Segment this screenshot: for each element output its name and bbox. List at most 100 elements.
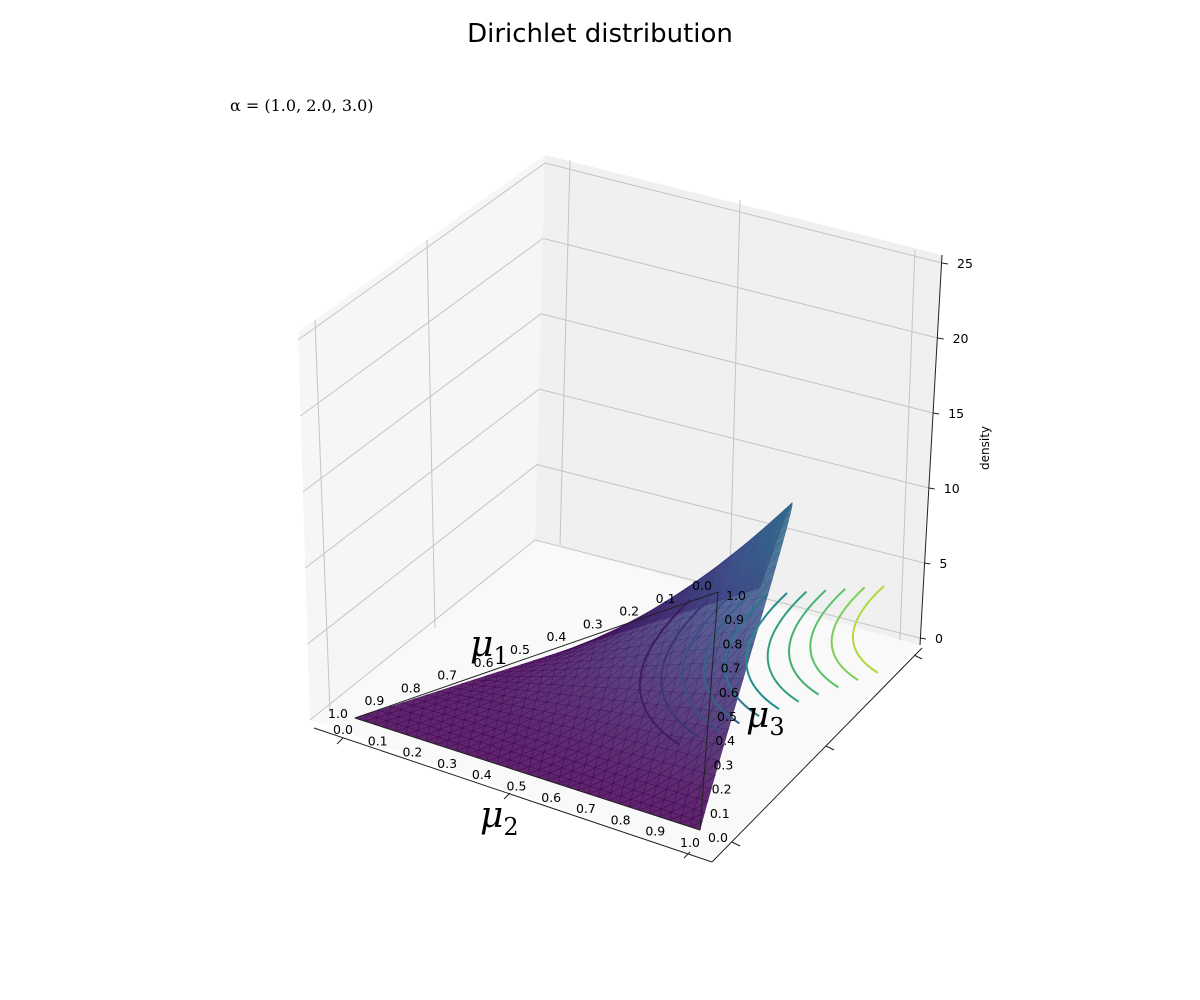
z-gridline <box>302 313 934 493</box>
mu3-tick-label: 1.0 <box>726 588 746 603</box>
surface-facet <box>766 540 784 560</box>
mu2-axis-label: μ2 <box>480 795 519 841</box>
contour-line <box>852 585 885 674</box>
back-wall-gridline <box>899 249 916 641</box>
floor-tick-mark <box>683 851 691 859</box>
mu1-tick-label: 0.4 <box>546 629 566 644</box>
axes-3d: 0 5 10 15 20 25 density <box>297 155 992 863</box>
mu2-tick-label: 0.5 <box>507 779 527 794</box>
density-contours <box>638 585 885 746</box>
floor-right-axis <box>711 647 923 863</box>
alpha-parameter-label: α = (1.0, 2.0, 3.0) <box>230 96 374 115</box>
mu1-axis-label: μ1 <box>470 624 509 670</box>
mu3-tick-label: 0.1 <box>710 806 730 821</box>
surface-facet <box>775 506 793 525</box>
z-tick-label: 0 <box>935 631 943 646</box>
z-axis-label: density <box>978 426 992 470</box>
mu1-tick-label: 0.1 <box>656 591 676 606</box>
mu2-tick-labels: 0.0 0.1 0.2 0.3 0.4 0.5 0.6 0.7 0.8 0.9 1.0 <box>333 722 700 850</box>
contour-line <box>830 586 866 682</box>
mu1-tick-label: 0.3 <box>583 616 603 631</box>
contour-line <box>660 597 711 739</box>
mu2-tick-label: 0.2 <box>402 745 422 760</box>
z-gridline <box>300 237 938 417</box>
floor-tick-mark <box>825 745 835 751</box>
chart-title: Dirichlet distribution <box>467 19 733 49</box>
surface-facet <box>731 661 749 679</box>
mu3-tick-labels: 0.0 0.1 0.2 0.3 0.4 0.5 0.6 0.7 0.8 0.9 1.0 <box>708 588 746 845</box>
surface-facet <box>776 503 793 521</box>
floor-tick-mark <box>336 737 344 745</box>
mu1-edge <box>354 591 719 719</box>
mu2-tick-label: 0.8 <box>611 812 631 827</box>
surface-facet <box>762 552 781 572</box>
mu1-tick-label: 0.9 <box>364 693 384 708</box>
z-ticks: 0 5 10 15 20 25 <box>919 256 973 646</box>
z-tick-mark <box>919 637 927 640</box>
z-tick-label: 20 <box>953 331 969 346</box>
z-tick-label: 25 <box>957 256 973 271</box>
back-wall-gridline <box>729 199 741 576</box>
density-surface <box>354 502 793 831</box>
mu3-tick-label: 0.0 <box>708 830 728 845</box>
mu3-tick-label: 0.7 <box>721 661 741 676</box>
mu3-tick-label: 0.5 <box>717 709 737 724</box>
mu3-tick-label: 0.2 <box>712 782 732 797</box>
mu2-tick-label: 0.4 <box>472 767 492 782</box>
z-axis-line <box>919 254 943 646</box>
surface-facet <box>773 512 791 531</box>
left-wall-gridline <box>314 319 331 713</box>
surface-facet <box>726 678 744 697</box>
mu3-tick-label: 0.9 <box>724 612 744 627</box>
mu2-tick-label: 0.7 <box>576 801 596 816</box>
contour-line <box>681 596 730 732</box>
z-gridline <box>297 162 943 341</box>
surface-facet <box>693 800 709 813</box>
z-tick-label: 10 <box>944 481 960 496</box>
mu3-tick-label: 0.3 <box>713 757 733 772</box>
mu1-tick-label: 0.7 <box>437 668 457 683</box>
mu3-tick-label: 0.4 <box>715 733 735 748</box>
mu1-tick-label: 0.8 <box>401 680 421 695</box>
z-tick-mark <box>928 487 935 490</box>
z-gridline <box>307 464 925 645</box>
floor-tick-mark <box>731 841 741 847</box>
surface-facet <box>769 529 787 549</box>
mu1-tick-label: 0.5 <box>510 642 530 657</box>
surface-facet <box>736 644 754 663</box>
surface-facet <box>712 728 729 746</box>
z-tick-label: 5 <box>939 556 947 571</box>
contour-line <box>638 599 691 746</box>
mu1-tick-label: 0.6 <box>474 655 494 670</box>
surface-facet <box>721 695 739 714</box>
contour-line <box>766 590 808 703</box>
mu2-tick-label: 0.1 <box>368 733 388 748</box>
mu1-tick-label: 0.2 <box>619 604 639 619</box>
mu2-tick-label: 1.0 <box>680 835 700 850</box>
contour-line <box>724 593 769 718</box>
z-tick-mark <box>924 562 931 565</box>
surface-facet <box>776 502 793 518</box>
mu1-tick-label: 1.0 <box>328 706 348 721</box>
z-tick-mark <box>941 262 949 265</box>
mu2-tick-label: 0.3 <box>437 756 457 771</box>
contour-line <box>809 588 846 689</box>
floor-ticks <box>336 654 923 859</box>
surface-facet <box>771 520 789 539</box>
surface-facet <box>700 774 716 790</box>
surface-facet <box>708 744 725 762</box>
mu3-edge <box>699 591 719 831</box>
mu3-axis-label: μ3 <box>746 695 785 741</box>
mu3-tick-label: 0.6 <box>719 685 739 700</box>
z-tick-mark <box>933 412 940 415</box>
mu2-tick-label: 0.9 <box>645 824 665 839</box>
surface-facet <box>754 579 773 600</box>
left-wall-gridline <box>426 239 436 629</box>
z-tick-mark <box>937 337 944 340</box>
floor-tick-mark <box>913 654 923 660</box>
mu1-tick-labels: 1.0 0.9 0.8 0.7 0.6 0.5 0.4 0.3 0.2 0.1 0.0 <box>328 578 712 721</box>
contour-line <box>788 589 827 696</box>
simplex-triangle <box>354 591 719 831</box>
contour-line <box>745 592 788 710</box>
